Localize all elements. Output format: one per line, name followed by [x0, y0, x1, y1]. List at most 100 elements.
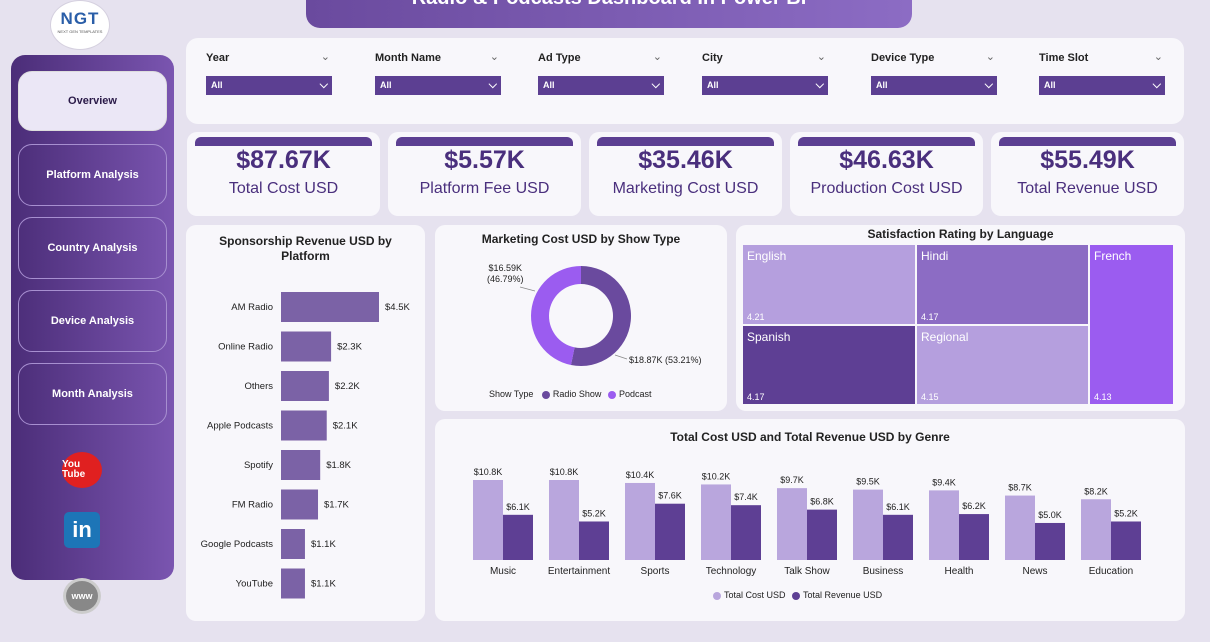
filter-label: Time Slot: [1039, 52, 1089, 64]
select-value: All: [211, 80, 223, 90]
kpi-value: $55.49K: [1040, 146, 1135, 174]
cell-name: French: [1094, 249, 1132, 263]
globe-icon[interactable]: www: [63, 578, 101, 614]
chevron-down-icon[interactable]: ⌄: [320, 51, 330, 63]
legend-marker: [607, 390, 616, 399]
nav-country-analysis[interactable]: Country Analysis: [18, 217, 167, 279]
select-value: All: [876, 80, 888, 90]
kpi-label: Total Revenue USD: [1017, 180, 1158, 197]
filter-label: Ad Type: [538, 52, 581, 64]
kpi-value: $35.46K: [638, 146, 733, 174]
bar: [655, 503, 685, 560]
cell-name: Hindi: [921, 249, 949, 263]
youtube-icon[interactable]: You Tube: [62, 452, 102, 488]
filter-time-slot: Time Slot ⌄ All ⌵: [1039, 51, 1165, 95]
chevron-down-icon[interactable]: ⌄: [652, 51, 662, 63]
kpi-production-cost: $46.63K Production Cost USD: [790, 132, 983, 216]
data-label: $5.2K: [1114, 508, 1138, 518]
bar: [807, 509, 837, 560]
month-select[interactable]: All ⌵: [375, 76, 501, 95]
data-label: $1.7K: [324, 500, 349, 511]
data-label: $7.6K: [658, 491, 682, 501]
nav-label: Platform Analysis: [46, 169, 139, 181]
treemap-cell-regional[interactable]: Regional 4.15: [917, 326, 1088, 404]
legend-marker: [713, 591, 721, 600]
bar: [853, 489, 883, 560]
data-label: $8.7K: [1008, 483, 1032, 493]
category-label: AM Radio: [231, 302, 273, 313]
bar: [281, 371, 329, 401]
kpi-marketing-cost: $35.46K Marketing Cost USD: [589, 132, 782, 216]
sponsorship-chart-panel: Sponsorship Revenue USD by Platform AM R…: [186, 225, 425, 621]
city-select[interactable]: All ⌵: [702, 76, 828, 95]
year-select[interactable]: All ⌵: [206, 76, 332, 95]
chevron-down-icon: ⌵: [319, 79, 328, 91]
nav-device-analysis[interactable]: Device Analysis: [18, 290, 167, 352]
category-label: News: [1022, 566, 1047, 577]
marketing-chart-panel: Marketing Cost USD by Show Type $16.59K(…: [435, 225, 727, 411]
select-value: All: [707, 80, 719, 90]
time-slot-select[interactable]: All ⌵: [1039, 76, 1165, 95]
legend-item: Radio Show: [552, 389, 602, 399]
data-label: $6.8K: [810, 497, 834, 507]
bar: [1035, 522, 1065, 560]
data-label: $10.8K: [474, 467, 503, 477]
web-label: www: [71, 591, 93, 601]
marketing-donut-chart: [519, 266, 632, 366]
treemap-cell-french[interactable]: French 4.13: [1090, 245, 1173, 404]
bar: [929, 490, 959, 560]
filter-panel: Year ⌄ All ⌵ Month Name ⌄ All ⌵ Ad Type ⌄ All…: [186, 38, 1184, 124]
device-type-select[interactable]: All ⌵: [871, 76, 997, 95]
bar: [281, 529, 305, 559]
kpi-label: Production Cost USD: [810, 180, 963, 197]
kpi-label: Marketing Cost USD: [612, 180, 759, 197]
bar: [777, 488, 807, 560]
bar: [1081, 499, 1111, 560]
donut-slice: [570, 266, 632, 366]
data-label: $1.8K: [326, 460, 351, 471]
cell-name: Spanish: [747, 330, 791, 344]
legend-item: Podcast: [618, 389, 652, 399]
chevron-down-icon[interactable]: ⌄: [489, 51, 499, 63]
bar: [1005, 495, 1035, 560]
legend-item: Total Cost USD: [724, 590, 786, 600]
bar: [281, 450, 321, 480]
filter-label: Device Type: [871, 52, 935, 64]
cell-value: 4.17: [921, 312, 939, 322]
kpi-value: $5.57K: [444, 146, 525, 174]
nav-month-analysis[interactable]: Month Analysis: [18, 363, 167, 425]
filter-month-name: Month Name ⌄ All ⌵: [375, 51, 501, 95]
linkedin-icon[interactable]: in: [64, 512, 100, 548]
nav-platform-analysis[interactable]: Platform Analysis: [18, 144, 167, 206]
treemap-cell-spanish[interactable]: Spanish 4.17: [743, 326, 915, 404]
leader-line: [519, 286, 536, 292]
data-label: $6.2K: [962, 501, 986, 511]
chevron-down-icon: ⌵: [651, 79, 660, 91]
bar: [281, 331, 332, 362]
cell-value: 4.21: [747, 312, 765, 322]
legend-marker: [792, 591, 801, 600]
kpi-value: $46.63K: [839, 146, 934, 174]
nav-label: Device Analysis: [50, 315, 135, 327]
ad-type-select[interactable]: All ⌵: [538, 76, 664, 95]
chevron-down-icon[interactable]: ⌄: [816, 51, 826, 63]
logo-subtext: NEXT GEN TEMPLATES: [57, 28, 103, 34]
chevron-down-icon: ⌵: [815, 79, 824, 91]
chevron-down-icon[interactable]: ⌄: [1153, 51, 1163, 63]
legend-item: Total Revenue USD: [803, 590, 883, 600]
satisfaction-treemap-panel: Satisfaction Rating by Language English 4…: [736, 225, 1185, 411]
data-label: $10.8K: [550, 467, 579, 477]
kpi-total-cost: $87.67K Total Cost USD: [187, 132, 380, 216]
filter-label: Year: [206, 52, 230, 64]
data-label: $9.7K: [780, 475, 804, 485]
category-label: Business: [863, 566, 904, 577]
donut-label-radio: $18.87K (53.21%): [629, 355, 702, 365]
treemap-cell-hindi[interactable]: Hindi 4.17: [917, 245, 1088, 324]
nav-overview[interactable]: Overview: [18, 71, 167, 131]
category-label: Health: [945, 566, 974, 577]
treemap-cell-english[interactable]: English 4.21: [743, 245, 915, 324]
chevron-down-icon[interactable]: ⌄: [985, 51, 995, 63]
chevron-down-icon: ⌵: [984, 79, 993, 91]
donut-label-podcast: $16.59K (46.79%): [487, 263, 524, 285]
legend-marker: [541, 390, 550, 399]
